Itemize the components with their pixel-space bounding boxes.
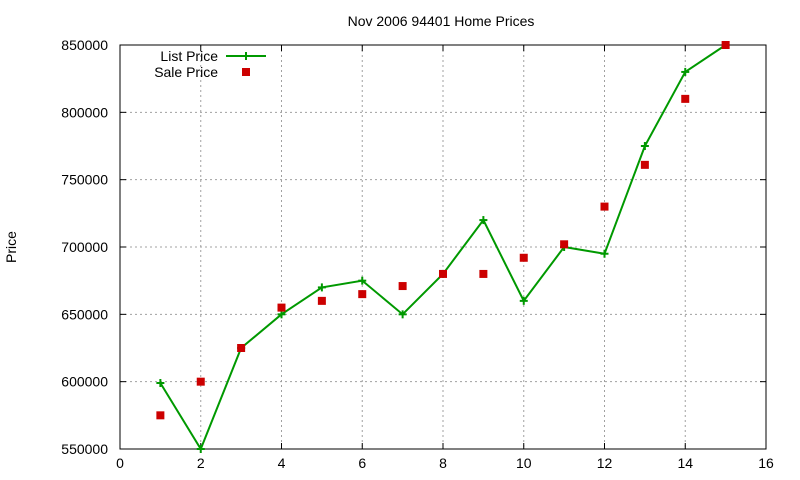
legend-marker-list-price <box>242 52 250 60</box>
sale-price-point <box>398 282 407 291</box>
legend-marker-sale-price <box>242 68 250 76</box>
x-tick-label: 12 <box>597 455 613 471</box>
data-series <box>156 41 730 453</box>
x-tick-label: 0 <box>116 455 124 471</box>
sale-price-point <box>156 411 165 420</box>
list-price-point <box>277 310 286 319</box>
sale-price-point <box>237 344 246 352</box>
legend-label-list-price: List Price <box>160 48 218 64</box>
sale-price-point <box>721 41 730 49</box>
sale-price-point <box>519 253 528 262</box>
sale-price-point <box>640 160 649 169</box>
y-tick-label: 650000 <box>61 306 108 322</box>
sale-price-point <box>196 377 205 386</box>
y-tick-label: 800000 <box>61 104 108 120</box>
sale-price-point <box>317 296 326 305</box>
chart-title: Nov 2006 94401 Home Prices <box>348 13 535 29</box>
list-price-point <box>519 296 528 305</box>
sale-price-point <box>681 94 690 103</box>
sale-price-point <box>358 290 367 299</box>
list-price-point <box>358 276 367 285</box>
list-price-point <box>196 445 205 453</box>
list-price-point <box>398 310 407 319</box>
y-tick-label: 600000 <box>61 374 108 390</box>
y-tick-label: 550000 <box>61 441 108 457</box>
list-price-point <box>317 283 326 292</box>
y-tick-label: 700000 <box>61 239 108 255</box>
list-price-point <box>600 249 609 258</box>
x-tick-label: 4 <box>278 455 286 471</box>
grid <box>120 45 766 449</box>
list-price-point <box>681 67 690 76</box>
list-price-point <box>156 379 165 388</box>
x-tick-label: 14 <box>677 455 693 471</box>
y-tick-label: 750000 <box>61 172 108 188</box>
axis-ticks: 0 2 4 6 8 10 12 14 16 550000 600000 650000 700000 750… <box>61 37 774 471</box>
legend-label-sale-price: Sale Price <box>154 64 218 80</box>
x-tick-label: 8 <box>439 455 447 471</box>
x-tick-label: 10 <box>516 455 532 471</box>
sale-price-point <box>560 240 569 249</box>
sale-price-point <box>600 202 609 211</box>
list-price-point <box>640 142 649 150</box>
sale-price-point <box>479 269 488 278</box>
y-tick-label: 850000 <box>61 37 108 53</box>
legend: List Price Sale Price <box>154 48 266 80</box>
y-axis-label: Price <box>3 231 19 263</box>
sale-price-point <box>439 269 447 278</box>
list-price-point <box>479 216 488 225</box>
sale-price-point <box>277 303 286 312</box>
x-tick-label: 2 <box>197 455 205 471</box>
x-tick-label: 6 <box>358 455 366 471</box>
x-tick-label: 16 <box>758 455 774 471</box>
